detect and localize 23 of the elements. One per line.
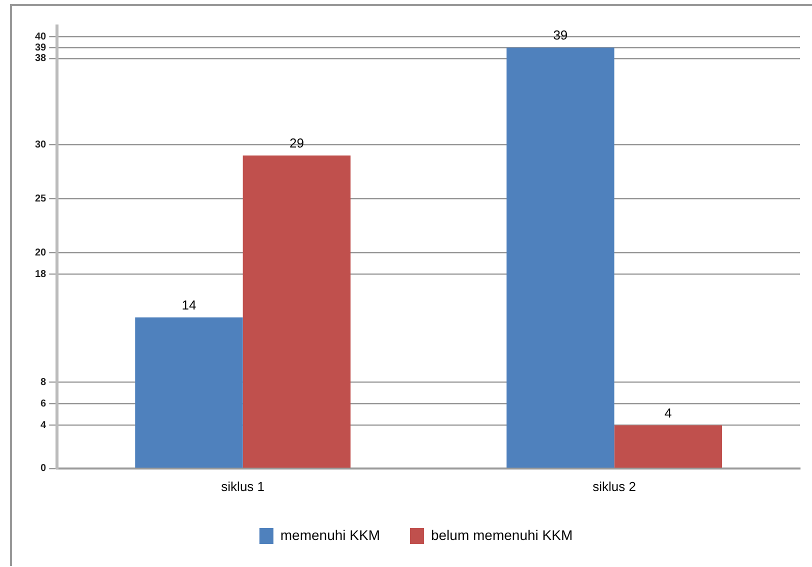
y-tick-label: 8 bbox=[40, 376, 47, 388]
y-tick-label: 30 bbox=[35, 139, 47, 150]
y-tick-label: 4 bbox=[40, 420, 47, 431]
y-tick-label: 40 bbox=[35, 32, 47, 43]
y-tick-label: 25 bbox=[35, 193, 47, 204]
bar bbox=[242, 155, 351, 468]
data-label: 4 bbox=[664, 405, 672, 420]
data-label: 29 bbox=[289, 136, 304, 151]
y-tick-label: 6 bbox=[40, 398, 47, 410]
y-tick-label: 38 bbox=[35, 53, 47, 64]
data-label: 14 bbox=[182, 297, 196, 312]
data-label: 39 bbox=[553, 28, 568, 43]
legend-label: memenuhi KKM bbox=[280, 526, 380, 543]
y-tick-label: 18 bbox=[35, 268, 47, 280]
y-tick-label: 0 bbox=[40, 463, 47, 474]
x-tick-label: siklus 1 bbox=[221, 478, 265, 494]
bar bbox=[506, 48, 614, 468]
legend-label: belum memenuhi KKM bbox=[430, 526, 573, 543]
y-tick-label: 20 bbox=[35, 247, 47, 258]
y-tick-label: 39 bbox=[35, 42, 47, 54]
x-tick-label: siklus 2 bbox=[592, 478, 636, 494]
bar bbox=[135, 317, 243, 468]
bar bbox=[614, 425, 722, 468]
